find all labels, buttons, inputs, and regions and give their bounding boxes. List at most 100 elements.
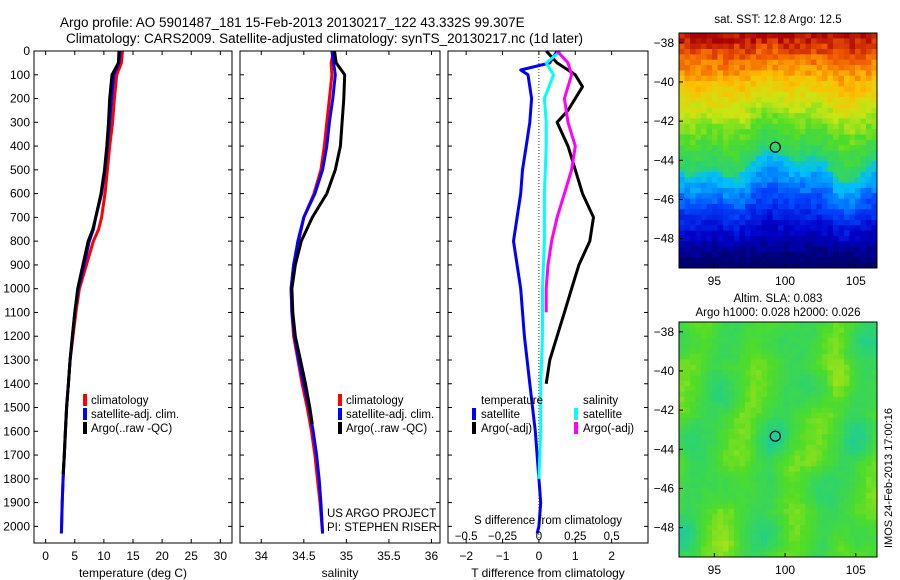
map-cell — [827, 145, 834, 151]
series-line-argo-raw-qc — [290, 50, 347, 425]
map-cell — [684, 49, 691, 55]
map-cell — [750, 439, 757, 446]
map-cell — [734, 476, 740, 483]
map-cell — [811, 187, 817, 194]
map-cell — [860, 203, 867, 210]
map-cell — [871, 235, 878, 242]
s-difference-label: S difference from climatology — [474, 515, 622, 527]
map-cell — [805, 482, 812, 488]
map-cell — [695, 327, 702, 334]
map-cell — [800, 86, 806, 93]
map-cell — [789, 434, 795, 440]
map-cell — [734, 487, 740, 494]
map-cell — [849, 418, 856, 424]
map-cell — [827, 198, 834, 205]
map-cell — [838, 428, 845, 435]
map-cell — [695, 423, 702, 430]
map-cell — [684, 370, 691, 376]
map-cell — [712, 166, 718, 173]
map-cell — [838, 91, 845, 98]
map-cell — [684, 113, 691, 119]
map-cell — [772, 150, 779, 157]
map-cell — [866, 97, 872, 103]
map-cell — [778, 251, 784, 258]
map-cell — [783, 150, 790, 157]
map-cell — [717, 540, 724, 547]
map-cell — [679, 219, 685, 226]
map-cell — [783, 492, 790, 499]
map-cell — [695, 230, 702, 237]
map-cell — [871, 450, 878, 456]
map-cell — [794, 166, 801, 173]
map-cell — [778, 519, 784, 526]
map-cell — [778, 354, 784, 360]
map-cell — [734, 402, 740, 408]
map-cell — [750, 348, 757, 355]
map-cell — [761, 86, 768, 93]
map-cell — [739, 107, 746, 114]
map-cell — [789, 535, 795, 542]
map-cell — [706, 418, 713, 424]
map-cell — [794, 423, 801, 430]
map-cell — [833, 107, 839, 114]
map-cell — [827, 193, 834, 199]
map-cell — [712, 476, 718, 483]
map-cell — [816, 209, 823, 215]
map-cell — [706, 241, 713, 248]
map-cell — [838, 219, 845, 226]
map-cell — [805, 359, 812, 366]
map-cell — [701, 524, 707, 531]
map-cell — [855, 354, 861, 360]
map-cell — [849, 466, 856, 472]
map-cell — [717, 332, 724, 339]
map-cell — [739, 348, 746, 355]
map-cell — [706, 450, 713, 456]
map-cell — [860, 81, 867, 87]
map-cell — [838, 439, 845, 446]
map-cell — [866, 198, 872, 205]
map-cell — [679, 198, 685, 205]
map-cell — [695, 155, 702, 162]
map-cell — [695, 129, 702, 135]
map-cell — [783, 332, 790, 339]
map-cell — [690, 519, 696, 526]
map-cell — [805, 412, 812, 419]
map-cell — [778, 33, 784, 39]
map-cell — [849, 343, 856, 350]
map-cell — [816, 402, 823, 408]
map-cell — [690, 65, 696, 71]
map-cell — [756, 123, 762, 130]
map-cell — [794, 257, 801, 264]
map-cell — [701, 519, 707, 526]
map-cell — [695, 343, 702, 350]
map-cell — [871, 391, 878, 398]
map-cell — [827, 412, 834, 419]
map-cell — [860, 530, 867, 537]
map-cell — [750, 43, 757, 50]
map-cell — [778, 466, 784, 472]
map-cell — [789, 235, 795, 242]
map-cell — [794, 75, 801, 82]
map-cell — [695, 428, 702, 435]
map-cell — [778, 476, 784, 483]
map-cell — [690, 49, 696, 55]
map-cell — [706, 203, 713, 210]
map-cell — [706, 540, 713, 547]
map-cell — [816, 54, 823, 61]
map-cell — [805, 102, 812, 109]
map-cell — [816, 123, 823, 130]
map-cell — [811, 97, 817, 103]
map-cell — [706, 214, 713, 221]
map-cell — [844, 246, 850, 253]
map-cell — [712, 439, 718, 446]
map-cell — [717, 246, 724, 253]
map-cell — [712, 460, 718, 467]
map-cell — [728, 332, 735, 339]
map-cell — [860, 59, 867, 66]
map-cell — [761, 428, 768, 435]
map-cell — [838, 155, 845, 162]
map-cell — [789, 161, 795, 167]
map-cell — [701, 70, 707, 77]
map-cell — [838, 38, 845, 45]
